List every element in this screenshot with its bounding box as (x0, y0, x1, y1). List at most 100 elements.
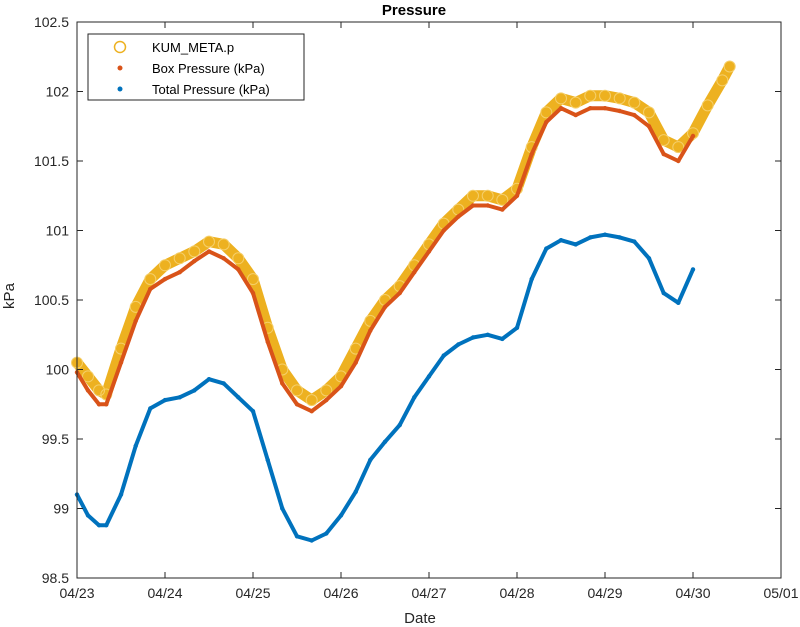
data-point (599, 89, 611, 102)
data-point (93, 384, 105, 397)
data-point (441, 353, 446, 358)
data-point (588, 235, 593, 240)
data-point (173, 252, 186, 265)
data-point (500, 207, 505, 212)
data-point (613, 92, 626, 105)
data-point (544, 119, 549, 125)
legend-box (87, 33, 305, 101)
data-point (247, 273, 259, 286)
x-tick-label: 04/27 (411, 585, 446, 601)
data-point (148, 286, 153, 292)
data-point (661, 290, 666, 296)
data-point (305, 394, 318, 407)
data-point (500, 336, 505, 342)
data-point (701, 99, 714, 112)
series-trace-total-pressure (75, 232, 695, 543)
data-point (632, 112, 637, 118)
data-point (676, 300, 681, 305)
data-point (133, 318, 138, 324)
x-tick-label: 04/30 (675, 585, 710, 601)
data-point (558, 238, 564, 243)
data-point (496, 193, 509, 206)
data-point (584, 89, 597, 102)
data-point (602, 106, 608, 111)
data-point (588, 106, 593, 111)
data-point (661, 151, 666, 157)
chart-title: Pressure (382, 2, 446, 19)
data-point (177, 270, 182, 275)
data-point (250, 290, 256, 296)
x-tick-label: 04/23 (59, 585, 94, 601)
series-trace-box-pressure (75, 106, 695, 414)
y-tick-label: 102.5 (34, 14, 69, 30)
data-point (250, 409, 256, 414)
data-point (467, 189, 479, 202)
data-point (456, 342, 461, 347)
x-tick-label: 04/25 (235, 585, 270, 601)
data-point (162, 276, 168, 282)
data-point (162, 397, 168, 403)
data-point (206, 249, 212, 254)
data-point (148, 406, 153, 411)
legend-label-total-pressure: Total Pressure (kPa) (152, 82, 270, 97)
data-point (555, 92, 567, 105)
axes: 04/23 04/24 04/25 04/26 04/27 04/28 04/29 04/30… (34, 14, 799, 601)
y-tick-label: 102 (46, 84, 70, 100)
data-point (690, 133, 696, 139)
data-point (217, 238, 230, 251)
x-tick-label: 04/28 (499, 585, 534, 601)
data-point (203, 235, 215, 248)
legend-label-box-pressure: Box Pressure (kPa) (152, 61, 265, 76)
series-box-pressure (74, 106, 696, 414)
y-tick-label: 99 (53, 501, 69, 517)
data-point (646, 124, 652, 129)
data-point (470, 335, 476, 340)
data-point (617, 235, 622, 240)
data-point (643, 106, 655, 119)
data-point (716, 74, 729, 87)
data-point (368, 328, 373, 333)
data-point (485, 332, 490, 337)
data-point (85, 513, 91, 518)
data-point (723, 60, 736, 73)
y-tick-label: 100.5 (34, 292, 69, 308)
data-point (412, 270, 417, 275)
data-point (144, 273, 157, 286)
data-point (265, 457, 270, 463)
data-point (294, 402, 300, 407)
data-point (481, 189, 494, 202)
legend-label-kum-meta: KUM_META.p (152, 40, 234, 55)
data-point (544, 246, 549, 251)
y-tick-label: 99.5 (42, 431, 69, 447)
data-point (96, 523, 102, 528)
data-point (573, 112, 578, 118)
data-point (280, 381, 285, 386)
plot-area (71, 60, 736, 543)
legend-marker-kum-meta (113, 40, 127, 54)
data-point (104, 523, 109, 528)
data-point (291, 384, 303, 397)
data-point (221, 381, 226, 386)
data-point (309, 409, 314, 414)
data-point (558, 106, 564, 111)
data-point (672, 141, 685, 154)
y-tick-label: 98.5 (42, 570, 69, 586)
x-tick-label: 05/01 (763, 585, 798, 601)
y-tick-label: 101 (46, 223, 70, 239)
y-tick-label: 100 (46, 362, 70, 378)
x-axis-title: Date (404, 610, 436, 627)
data-point (426, 249, 432, 254)
legend-marker-box-pressure (117, 65, 123, 71)
data-point (133, 443, 138, 449)
data-point (118, 360, 124, 365)
data-point (529, 276, 534, 282)
data-point (632, 239, 637, 244)
data-point (426, 374, 432, 379)
data-point (514, 325, 520, 330)
data-point (338, 384, 344, 389)
x-tick-label: 04/24 (147, 585, 182, 601)
data-point (690, 267, 696, 272)
data-point (441, 228, 446, 233)
data-point (397, 290, 402, 296)
